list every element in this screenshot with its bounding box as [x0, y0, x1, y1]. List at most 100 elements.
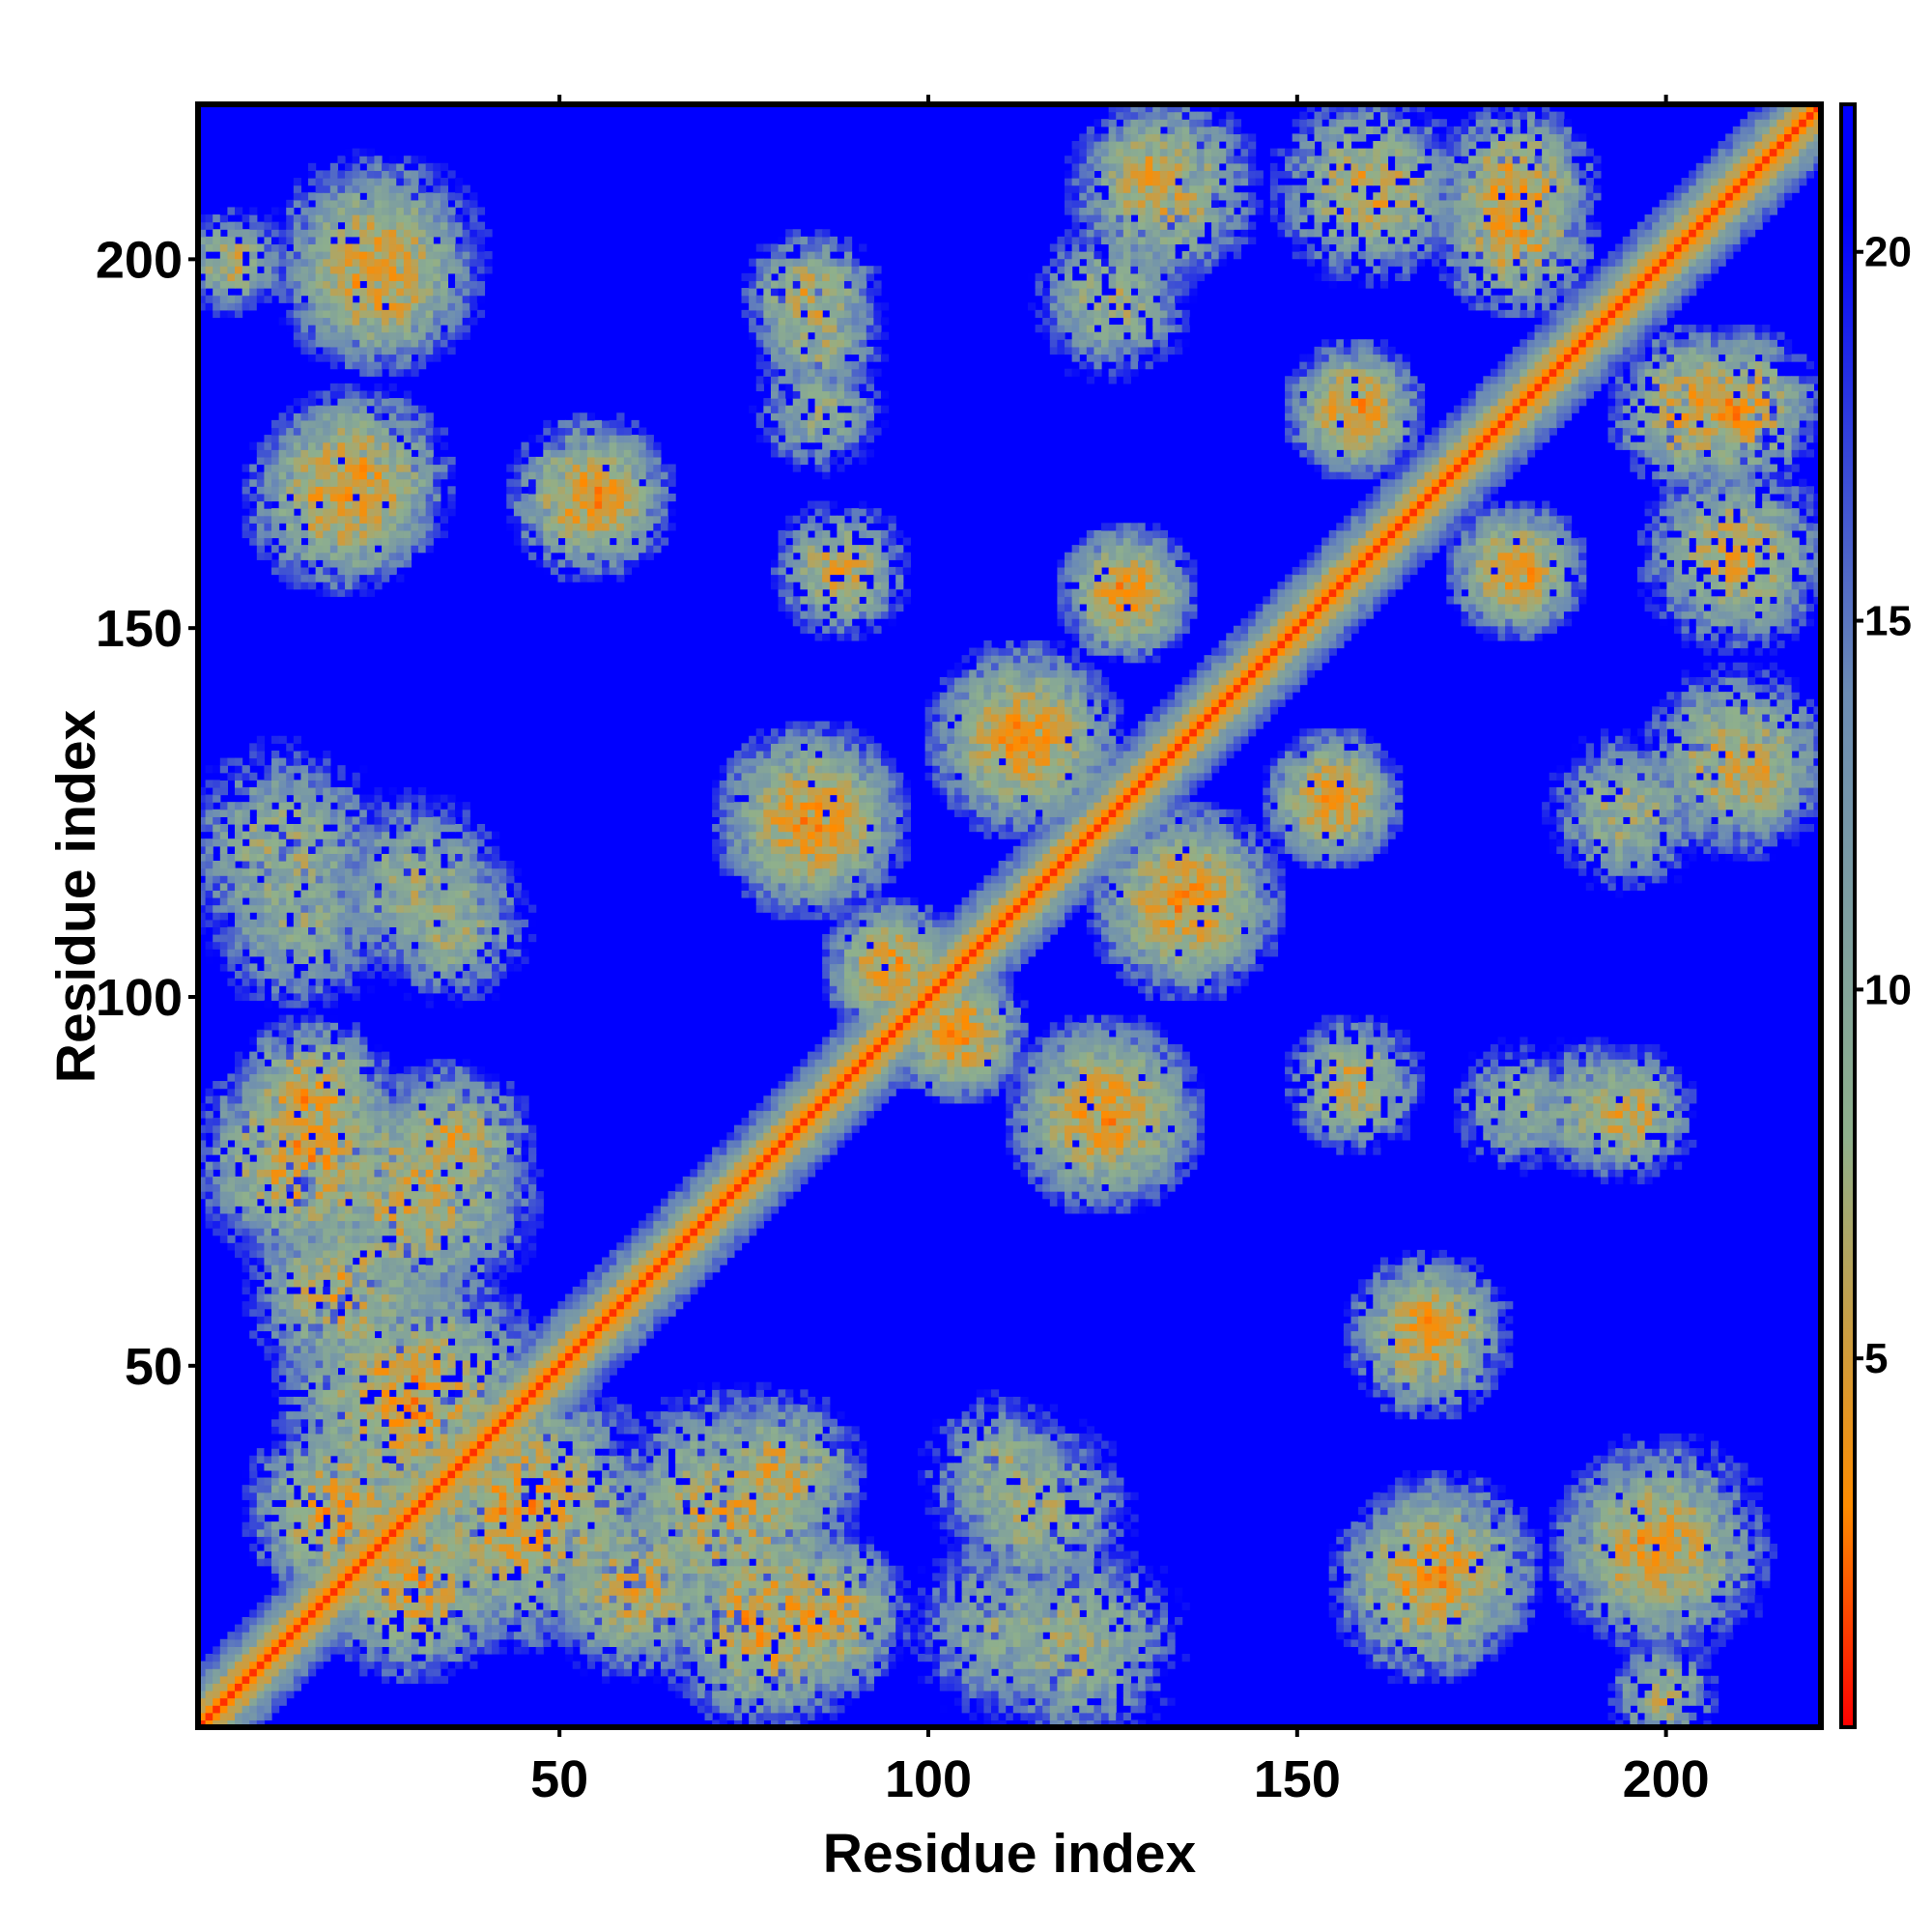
heatmap-cell	[455, 258, 464, 267]
heatmap-cell	[447, 934, 456, 943]
heatmap-cell	[345, 229, 354, 238]
heatmap-cell	[205, 941, 213, 950]
heatmap-cell	[425, 515, 434, 524]
heatmap-cell	[293, 1448, 302, 1457]
heatmap-cell	[382, 449, 390, 458]
heatmap-cell	[374, 955, 383, 965]
heatmap-cell	[359, 170, 368, 179]
heatmap-cell	[242, 1683, 250, 1691]
heatmap-cell	[337, 317, 346, 326]
heatmap-cell	[323, 1389, 331, 1398]
heatmap-cell	[235, 845, 243, 854]
heatmap-cell	[205, 1705, 213, 1714]
heatmap-cell	[337, 1279, 346, 1288]
heatmap-cell	[323, 875, 331, 884]
heatmap-cell	[425, 1375, 434, 1383]
heatmap-cell	[433, 845, 441, 854]
heatmap-cell	[323, 419, 331, 429]
heatmap-cell	[425, 317, 434, 326]
heatmap-cell	[337, 258, 346, 267]
heatmap-cell	[329, 309, 339, 319]
heatmap-cell	[271, 1690, 280, 1699]
heatmap-cell	[337, 1176, 346, 1185]
heatmap-cell	[352, 1345, 360, 1353]
heatmap-cell	[278, 574, 287, 582]
heatmap-cell	[264, 214, 272, 223]
heatmap-cell	[388, 1367, 397, 1376]
heatmap-cell	[433, 890, 441, 898]
heatmap-cell	[271, 1022, 280, 1031]
heatmap-cell	[396, 1550, 405, 1559]
heatmap-cell	[337, 1521, 346, 1530]
heatmap-cell	[403, 317, 412, 326]
heatmap-cell	[382, 1536, 390, 1545]
heatmap-cell	[293, 992, 302, 1002]
heatmap-cell	[433, 1279, 441, 1288]
heatmap-cell	[235, 280, 243, 289]
heatmap-cell	[374, 831, 383, 839]
heatmap-cell	[462, 1081, 470, 1090]
heatmap-cell	[366, 816, 376, 825]
heatmap-cell	[278, 1037, 287, 1045]
heatmap-cell	[286, 1176, 295, 1185]
heatmap-cell	[264, 1102, 272, 1112]
heatmap-cell	[235, 1712, 243, 1720]
heatmap-cell	[315, 1381, 324, 1390]
heatmap-cell	[462, 992, 470, 1002]
heatmap-cell	[278, 280, 287, 289]
heatmap-cell	[300, 1455, 309, 1463]
heatmap-cell	[411, 955, 419, 965]
heatmap-cell	[256, 1550, 266, 1559]
heatmap-cell	[315, 1235, 324, 1243]
heatmap-cell	[352, 1359, 360, 1369]
heatmap-cell	[382, 361, 390, 370]
heatmap-cell	[242, 1264, 250, 1273]
heatmap-cell	[219, 772, 229, 781]
heatmap-cell	[440, 971, 449, 980]
heatmap-cell	[249, 1712, 258, 1720]
heatmap-cell	[271, 757, 280, 766]
heatmap-cell	[462, 1330, 470, 1339]
heatmap-cell	[388, 1624, 397, 1633]
heatmap-cell	[249, 1653, 258, 1662]
heatmap-cell	[278, 1440, 287, 1449]
heatmap-cell	[300, 441, 309, 450]
heatmap-cell	[256, 971, 266, 980]
heatmap-cell	[425, 809, 434, 817]
heatmap-cell	[337, 1463, 346, 1471]
heatmap-cell	[256, 1110, 266, 1119]
heatmap-cell	[278, 1521, 287, 1530]
heatmap-cell	[359, 368, 368, 377]
heatmap-cell	[366, 1587, 376, 1596]
heatmap-cell	[323, 588, 331, 597]
heatmap-cell	[366, 860, 376, 869]
heatmap-cell	[345, 1147, 354, 1155]
heatmap-cell	[213, 288, 221, 297]
heatmap-cell	[286, 1683, 295, 1691]
heatmap-cell	[315, 1536, 324, 1545]
heatmap-cell	[249, 464, 258, 472]
heatmap-cell	[227, 941, 236, 950]
heatmap-cell	[219, 1132, 229, 1141]
heatmap-cell	[447, 325, 456, 333]
heatmap-cell	[433, 985, 441, 994]
heatmap-cell	[388, 1124, 397, 1133]
heatmap-cell	[308, 1558, 317, 1567]
heatmap-cell	[227, 955, 236, 965]
heatmap-cell	[249, 1095, 258, 1104]
heatmap-cell	[425, 831, 434, 839]
heatmap-cell	[235, 251, 243, 260]
heatmap-cell	[425, 1176, 434, 1185]
heatmap-cell	[227, 1081, 236, 1090]
heatmap-cell	[440, 1624, 449, 1633]
heatmap-cell	[249, 1690, 258, 1699]
heatmap-cell	[462, 1573, 470, 1581]
heatmap-cell	[447, 1411, 456, 1420]
heatmap-cell	[403, 1110, 412, 1119]
heatmap-cell	[388, 1514, 397, 1522]
heatmap-cell	[403, 1161, 412, 1170]
heatmap-cell	[329, 1191, 339, 1200]
heatmap-cell	[345, 949, 354, 957]
heatmap-cell	[366, 302, 376, 311]
heatmap-cell	[329, 185, 339, 193]
